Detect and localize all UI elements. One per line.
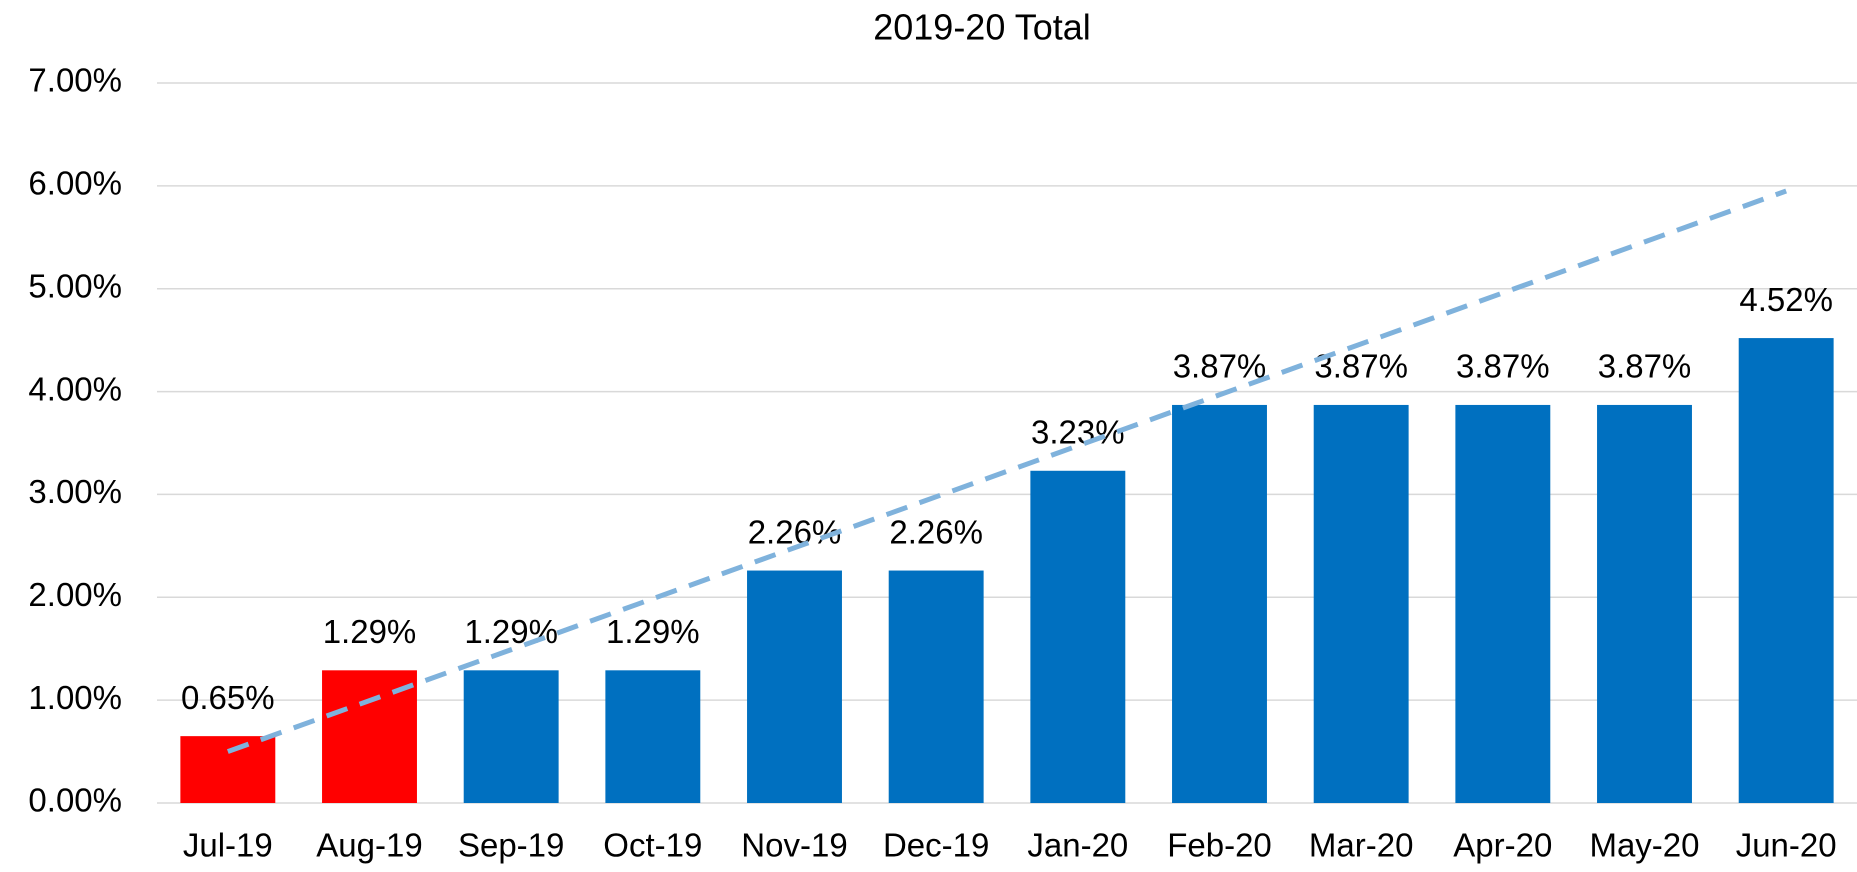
y-tick-label: 2.00%: [28, 576, 122, 613]
y-tick-label: 1.00%: [28, 679, 122, 716]
y-tick-label: 4.00%: [28, 370, 122, 407]
x-tick-label: Mar-20: [1309, 827, 1414, 864]
data-label: 0.65%: [181, 679, 275, 716]
data-label: 1.29%: [323, 613, 417, 650]
x-tick-label: Feb-20: [1167, 827, 1272, 864]
bar: [888, 570, 984, 803]
data-label: 2.26%: [889, 513, 983, 550]
data-label: 3.87%: [1173, 348, 1267, 385]
x-tick-label: Apr-20: [1453, 827, 1552, 864]
x-tick-label: Jun-20: [1736, 827, 1837, 864]
bar: [1030, 470, 1126, 803]
bar: [180, 736, 276, 803]
x-tick-label: Aug-19: [316, 827, 422, 864]
y-tick-label: 7.00%: [28, 62, 122, 99]
data-label: 4.52%: [1739, 281, 1833, 318]
y-tick-label: 5.00%: [28, 267, 122, 304]
x-tick-label: Jul-19: [183, 827, 273, 864]
bar: [322, 670, 417, 803]
data-label: 3.87%: [1598, 348, 1692, 385]
x-tick-label: May-20: [1589, 827, 1699, 864]
y-tick-label: 6.00%: [28, 165, 122, 202]
y-tick-label: 3.00%: [28, 473, 122, 510]
x-tick-label: Sep-19: [458, 827, 564, 864]
bar: [605, 670, 701, 803]
trend-line: [226, 188, 1788, 754]
bar: [463, 670, 559, 803]
bar: [747, 570, 842, 803]
x-tick-label: Nov-19: [741, 827, 847, 864]
x-tick-label: Oct-19: [603, 827, 702, 864]
data-label: 3.87%: [1456, 348, 1550, 385]
chart-title: 2019-20 Total: [873, 7, 1091, 48]
bar: [1455, 404, 1551, 803]
bar: [1597, 404, 1692, 803]
x-tick-label: Dec-19: [883, 827, 989, 864]
data-label: 3.23%: [1031, 413, 1125, 450]
data-label: 1.29%: [606, 613, 700, 650]
y-tick-label: 0.00%: [28, 782, 122, 819]
data-label: 1.29%: [464, 613, 558, 650]
bar: [1738, 338, 1834, 803]
bar: [1172, 404, 1267, 803]
x-tick-label: Jan-20: [1027, 827, 1128, 864]
bar: [1313, 404, 1409, 803]
data-label: 2.26%: [748, 513, 842, 550]
